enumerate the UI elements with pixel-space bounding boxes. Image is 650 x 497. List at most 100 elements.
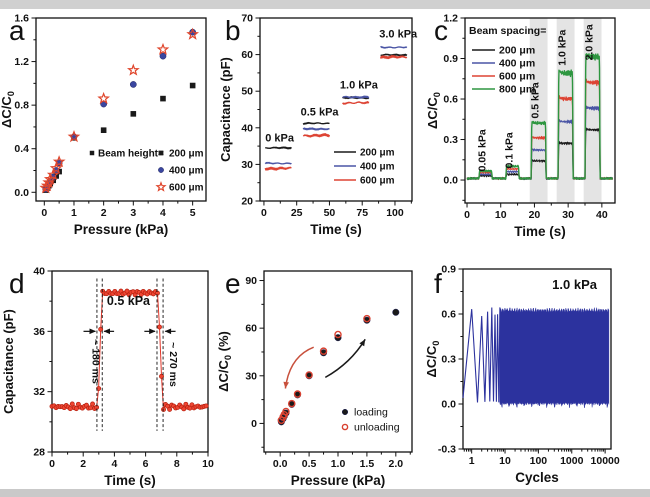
legend-label: 400 μm xyxy=(169,166,204,177)
x-tick-label: 100 xyxy=(530,455,548,467)
data-point xyxy=(167,406,173,412)
panel-b-chart: 0 25 50 75 100 20 30 40 50 60 70 Time (s) Capacitanc… xyxy=(218,13,418,238)
y-tick-label: 0.6 xyxy=(443,94,458,106)
panel-b-cell: 0 25 50 75 100 20 30 40 50 60 70 Time (s) Capacitanc… xyxy=(216,0,425,249)
capacitance-step-trace xyxy=(265,146,292,150)
x-axis-title: Pressure (kPa) xyxy=(74,222,169,237)
legend-label: unloading xyxy=(354,422,400,434)
y-tick-label: 0.9 xyxy=(441,264,456,276)
pressure-annotation: 3.0 kPa xyxy=(379,28,418,40)
top-gray-strip xyxy=(0,0,650,9)
unloading-arrow xyxy=(284,346,314,389)
capacitance-step-trace xyxy=(302,121,330,125)
panel-e-chart: 0.0 0.5 1.0 1.5 2.0 0 30 60 90 Pressure (kPa) ΔC/C… xyxy=(216,268,413,488)
y-axis-title: ΔC/C0 xyxy=(425,92,442,129)
x-tick-label: 8 xyxy=(174,458,180,470)
x-tick-label: 1 xyxy=(71,207,77,219)
open-circle-marker xyxy=(288,399,296,408)
square-marker xyxy=(158,150,164,156)
x-tick-label: 2.0 xyxy=(389,458,404,470)
panel-f-chart: 1 10 100 1000 10000 -0.3 0.0 0.3 0.6 0.9 Cycles ΔC/… xyxy=(425,264,620,486)
y-tick-label: 0.3 xyxy=(441,354,456,366)
panel-f-cell: 1 10 100 1000 10000 -0.3 0.0 0.3 0.6 0.9 Cycles ΔC/… xyxy=(425,249,650,497)
x-tick-label: 6 xyxy=(143,458,149,470)
capacitance-step-trace xyxy=(380,45,408,49)
pulse-trace xyxy=(466,105,613,181)
y-axis-title: ΔC/C0 xyxy=(425,341,441,378)
x-tick-label: 0.5 xyxy=(302,458,317,470)
y-tick-label: 28 xyxy=(33,447,45,459)
y-tick-label: 36 xyxy=(33,326,45,338)
capacitance-step-trace xyxy=(264,161,292,165)
y-tick-label: 0.6 xyxy=(441,309,456,321)
panel-d-chart: 0 2 4 6 8 10 28 32 36 40 Time (s) Capacitance (pF) d… xyxy=(1,266,214,489)
legend-title: Beam spacing= xyxy=(469,25,546,37)
data-point xyxy=(67,406,73,412)
open-circle-marker xyxy=(334,330,342,339)
x-tick-label: 2 xyxy=(101,207,107,219)
arrow-head xyxy=(149,328,156,335)
panel-d-series: 0.5 kPa ~ 180 ms ~ 270 ms xyxy=(49,278,209,431)
y-tick-label: 90 xyxy=(245,275,257,287)
y-axis-title: ΔC/C0 (%) xyxy=(216,331,233,392)
star-marker xyxy=(67,130,81,143)
x-tick-label: 10 xyxy=(499,455,511,467)
loading-arrow xyxy=(324,338,366,379)
x-tick-label: 10 xyxy=(495,209,507,221)
capacitance-step-trace xyxy=(302,127,330,131)
step-response-trace xyxy=(51,290,207,410)
circle-marker xyxy=(129,81,137,88)
circle-marker xyxy=(159,52,167,60)
y-tick-label: 0.0 xyxy=(443,175,458,187)
x-tick-label: 50 xyxy=(324,207,336,219)
square-marker xyxy=(100,127,107,133)
legend-label: 200 μm xyxy=(360,148,395,159)
pulse-label: 0.1 kPa xyxy=(504,132,516,168)
legend-label: 200 μm xyxy=(499,45,535,57)
arrow-head xyxy=(89,328,96,335)
panel-letter: a xyxy=(9,15,25,46)
legend-label: 800 μm xyxy=(499,84,535,96)
panel-d-cell: 0 2 4 6 8 10 28 32 36 40 Time (s) Capacitance (pF) d… xyxy=(0,249,216,497)
legend-label: 600 μm xyxy=(360,176,395,187)
arrow-head xyxy=(164,328,172,335)
capacitance-step-trace xyxy=(342,95,370,99)
star-marker xyxy=(155,181,167,192)
plot-frame xyxy=(35,17,207,202)
legend-label: 400 μm xyxy=(360,162,395,173)
x-tick-label: 0 xyxy=(41,207,47,219)
y-tick-label: 0.4 xyxy=(14,143,29,155)
arrow-head xyxy=(103,328,110,335)
data-point xyxy=(203,403,209,409)
data-point xyxy=(155,290,160,296)
y-tick-label: 0.8 xyxy=(14,100,29,112)
capacitance-step-trace xyxy=(302,133,331,138)
y-tick-label: 40 xyxy=(241,122,253,134)
y-tick-label: 1.2 xyxy=(443,13,458,25)
pressure-label: 1.0 kPa xyxy=(552,277,598,292)
pressure-annotation: 0 kPa xyxy=(265,132,295,144)
star-marker xyxy=(156,42,170,55)
star-marker xyxy=(97,91,111,105)
x-tick-label: 1.5 xyxy=(360,458,375,470)
y-tick-label: 50 xyxy=(241,86,253,98)
square-marker xyxy=(89,150,95,156)
x-tick-label: 0.0 xyxy=(273,458,288,470)
panel-c-cell: 0 10 20 30 40 0.0 0.3 0.6 0.9 1.2 Time (s) ΔC/C0 c 0.… xyxy=(425,0,650,249)
y-tick-label: 0.9 xyxy=(443,53,458,65)
y-tick-label: 30 xyxy=(241,159,253,171)
pulse-label: 0.05 kPa xyxy=(477,129,489,171)
x-tick-label: 4 xyxy=(111,458,117,470)
x-tick-label: 5 xyxy=(190,207,196,219)
x-axis-title: Pressure (kPa) xyxy=(291,473,386,488)
capacitance-step-trace xyxy=(342,101,370,105)
x-tick-label: 25 xyxy=(291,207,303,219)
panel-e-cell: 0.0 0.5 1.0 1.5 2.0 0 30 60 90 Pressure (kPa) ΔC/C… xyxy=(216,249,425,497)
y-tick-label: 1.6 xyxy=(14,13,29,25)
rise-time-label: ~ 180 ms xyxy=(90,339,102,384)
pulse-trace xyxy=(466,53,614,181)
y-tick-label: 0.3 xyxy=(443,134,458,146)
open-circle-marker xyxy=(293,390,302,398)
pulse-label: 2.0 kPa xyxy=(584,24,596,60)
legend-label: 200 μm xyxy=(169,149,204,160)
